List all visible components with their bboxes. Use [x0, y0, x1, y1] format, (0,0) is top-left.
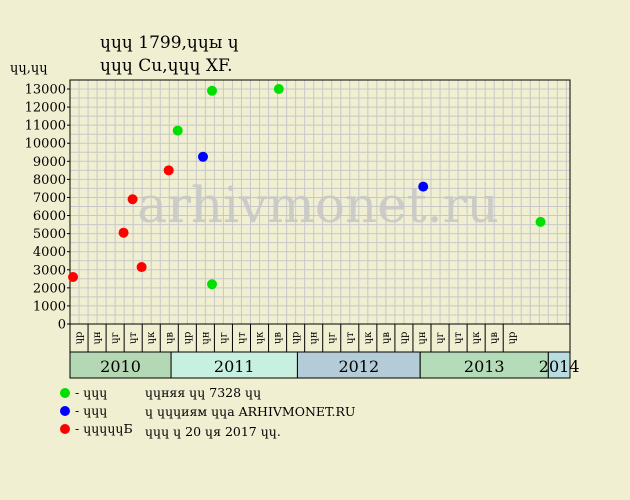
data-point-green [273, 84, 284, 94]
month-label: ɥн [200, 331, 211, 344]
month-label: ɥр [507, 332, 518, 345]
month-label: ɥв [164, 332, 175, 344]
year-label: 2013 [464, 357, 505, 376]
y-tick-label: 0 [58, 318, 66, 333]
legend-item-red: - ɥɥɥɥɥБ [60, 421, 133, 439]
year-cell [69, 351, 172, 379]
data-point-red [118, 227, 129, 238]
chart-title-line1: ɥɥɥ 1799,ɥɥы ɥ [100, 33, 239, 53]
watermark: arhivmonet.ru [137, 176, 499, 234]
legend-item-blue: - ɥɥɥ [60, 403, 133, 421]
y-tick-label: 13000 [25, 83, 66, 98]
plot-area [70, 80, 570, 324]
footer-line2: ɥ ɥɥɥиям ɥɥа ARHIVMONET.RU [145, 404, 356, 419]
data-point-green [207, 279, 218, 290]
y-axis-label: ɥɥ,ɥɥ [10, 61, 48, 76]
data-point-blue [418, 181, 429, 192]
year-cell [547, 351, 571, 379]
y-tick-label: 7000 [33, 191, 66, 206]
y-tick-label: 9000 [33, 155, 66, 170]
month-label: ɥк [363, 331, 374, 344]
month-label: ɥр [74, 332, 85, 345]
month-label: ɥг [435, 332, 446, 344]
month-label: ɥв [273, 332, 284, 344]
footer-line3: ɥɥɥ ɥ 20 ɥя 2017 ɥɥ. [145, 424, 281, 439]
y-tick-label: 12000 [25, 101, 66, 116]
y-tick-label: 1000 [33, 299, 66, 314]
month-label: ɥт [345, 332, 356, 344]
month-label: ɥг [110, 332, 121, 344]
year-label: 2014 [539, 357, 580, 376]
data-point-green [535, 216, 546, 227]
chart-title-line2: ɥɥɥ Cu,ɥɥɥ XF. [100, 56, 233, 76]
y-tick-label: 3000 [33, 263, 66, 278]
legend-swatch-red [60, 424, 70, 434]
year-label: 2011 [214, 357, 255, 376]
month-label: ɥн [92, 331, 103, 344]
year-label: 2012 [338, 357, 379, 376]
month-label: ɥг [327, 332, 338, 344]
y-tick-label: 11000 [25, 119, 66, 134]
y-tick-label: 5000 [33, 227, 66, 242]
month-label: ɥн [417, 331, 428, 344]
legend-swatch-green [60, 388, 70, 398]
year-cell [296, 351, 421, 379]
legend-label-red: - ɥɥɥɥɥБ [75, 421, 133, 436]
data-point-red [127, 194, 138, 205]
y-tick-label: 6000 [33, 209, 66, 224]
year-label: 2010 [100, 357, 141, 376]
year-cell [170, 351, 298, 379]
legend-item-green: - ɥɥɥ [60, 385, 133, 403]
legend-label-blue: - ɥɥɥ [75, 403, 108, 418]
y-tick-label: 4000 [33, 245, 66, 260]
month-label: ɥг [218, 332, 229, 344]
y-tick-label: 8000 [33, 173, 66, 188]
month-label: ɥр [399, 332, 410, 345]
data-point-red [136, 262, 147, 273]
data-point-red [163, 165, 174, 176]
data-point-blue [197, 151, 208, 162]
plot-border [69, 79, 571, 325]
month-label: ɥт [236, 332, 247, 344]
footer-line1: ɥɥняя ɥɥ 7328 ɥɥ [145, 385, 262, 400]
month-label: ɥр [182, 332, 193, 345]
y-tick-label: 2000 [33, 281, 66, 296]
month-label: ɥк [255, 331, 266, 344]
month-label: ɥт [128, 332, 139, 344]
month-label: ɥк [471, 331, 482, 344]
month-label: ɥв [381, 332, 392, 344]
data-point-green [207, 85, 218, 96]
month-label: ɥт [453, 332, 464, 344]
month-label: ɥр [291, 332, 302, 345]
legend: - ɥɥɥ - ɥɥɥ - ɥɥɥɥɥБ [30, 385, 133, 439]
data-point-green [172, 125, 183, 136]
year-cell [419, 351, 549, 379]
y-tick-label: 10000 [25, 137, 66, 152]
legend-swatch-blue [60, 406, 70, 416]
month-label: ɥк [146, 331, 157, 344]
month-label: ɥв [489, 332, 500, 344]
data-point-red [68, 272, 79, 282]
legend-label-green: - ɥɥɥ [75, 385, 108, 400]
month-label: ɥн [309, 331, 320, 344]
